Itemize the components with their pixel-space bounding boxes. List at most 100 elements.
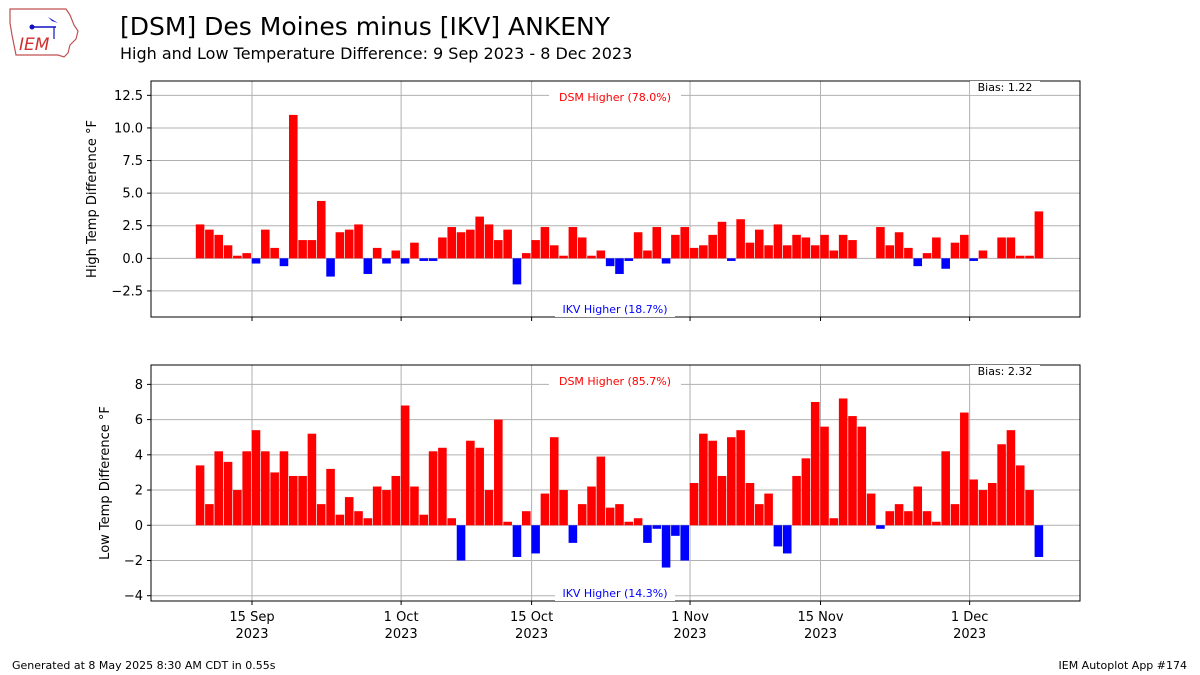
positive-bar [540,493,550,526]
positive-bar [531,240,540,259]
positive-bar [615,504,624,526]
positive-bar [717,221,727,259]
negative-bar [605,258,615,267]
positive-bar [438,447,447,526]
positive-bar [279,451,289,526]
y-tick-label: −4 [124,589,143,604]
positive-bar [475,216,484,259]
positive-bar [932,237,941,259]
positive-bar [736,430,745,526]
positive-bar [1025,490,1034,526]
positive-bar [932,521,941,526]
label-background [549,88,681,105]
x-tick-label: 1 Dec [951,610,989,625]
positive-bar [233,255,242,259]
positive-bar [904,247,913,259]
positive-bar [251,430,261,526]
positive-bar [354,511,363,526]
positive-bar [671,234,680,259]
negative-bar [727,258,736,261]
positive-bar [922,253,932,259]
positive-bar [624,521,634,526]
negative-bar [876,525,885,529]
positive-bar [205,504,214,526]
positive-bar [410,242,419,259]
label-background [555,300,675,317]
positive-bar [1006,430,1016,526]
positive-bar [298,475,307,526]
positive-bar [717,475,727,526]
positive-bar [680,227,690,259]
y-tick-label: 0 [135,519,143,534]
y-tick-label: 7.5 [122,154,143,169]
positive-bar [307,433,317,526]
positive-bar [969,479,978,526]
positive-bar [521,511,531,526]
positive-bar [782,245,792,259]
positive-bar [540,227,550,259]
positive-bar [335,232,345,259]
positive-bar [447,518,457,526]
positive-bar [1025,255,1034,259]
positive-bar [307,240,317,259]
positive-bar [745,483,755,526]
positive-bar [754,504,764,526]
positive-bar [372,247,382,259]
positive-bar [521,253,531,259]
negative-bar [279,258,289,267]
positive-bar [223,461,233,526]
positive-bar [503,521,512,526]
positive-bar [447,227,457,259]
positive-bar [587,486,596,526]
negative-bar [419,258,429,261]
positive-bar [475,447,484,526]
negative-bar [643,525,652,543]
positive-bar [1015,255,1025,259]
positive-bar [344,497,354,526]
positive-bar [549,245,559,259]
positive-bar [382,490,391,526]
positive-bar [848,416,857,526]
positive-bar [810,245,820,259]
positive-bar [494,240,503,259]
positive-bar [223,245,233,259]
negative-bar [512,525,522,557]
y-tick-label: 10.0 [114,121,143,136]
negative-bar [615,258,624,274]
positive-bar [549,437,559,526]
negative-annotation: IKV Higher (18.7%) [562,303,667,316]
positive-bar [335,514,345,526]
positive-bar [363,518,373,526]
y-tick-label: −2 [124,554,143,569]
y-tick-label: 12.5 [114,89,143,104]
positive-bar [633,518,643,526]
positive-bar [391,475,401,526]
positive-bar [764,493,773,526]
y-tick-label: 8 [135,378,143,393]
positive-bar [801,458,811,526]
positive-bar [605,507,615,526]
footer-app: IEM Autoplot App #174 [1058,659,1188,672]
positive-bar [354,224,363,259]
positive-bar [727,437,736,526]
negative-bar [251,258,261,264]
y-tick-label: 6 [135,413,143,428]
positive-bar [885,245,895,259]
x-tick-year: 2023 [804,627,837,642]
positive-bar [894,504,904,526]
positive-bar [391,250,401,259]
positive-bar [857,426,867,526]
negative-bar [456,525,466,561]
positive-bar [270,472,279,526]
negative-bar [969,258,978,261]
positive-bar [261,451,270,526]
chart-subtitle: High and Low Temperature Difference: 9 S… [120,44,633,63]
positive-bar [298,240,307,259]
positive-bar [633,232,643,259]
x-tick-label: 1 Oct [384,610,419,625]
negative-bar [782,525,792,554]
negative-bar [652,525,662,529]
y-tick-label: 2.5 [122,219,143,234]
positive-bar [400,405,410,526]
positive-bar [708,440,717,526]
